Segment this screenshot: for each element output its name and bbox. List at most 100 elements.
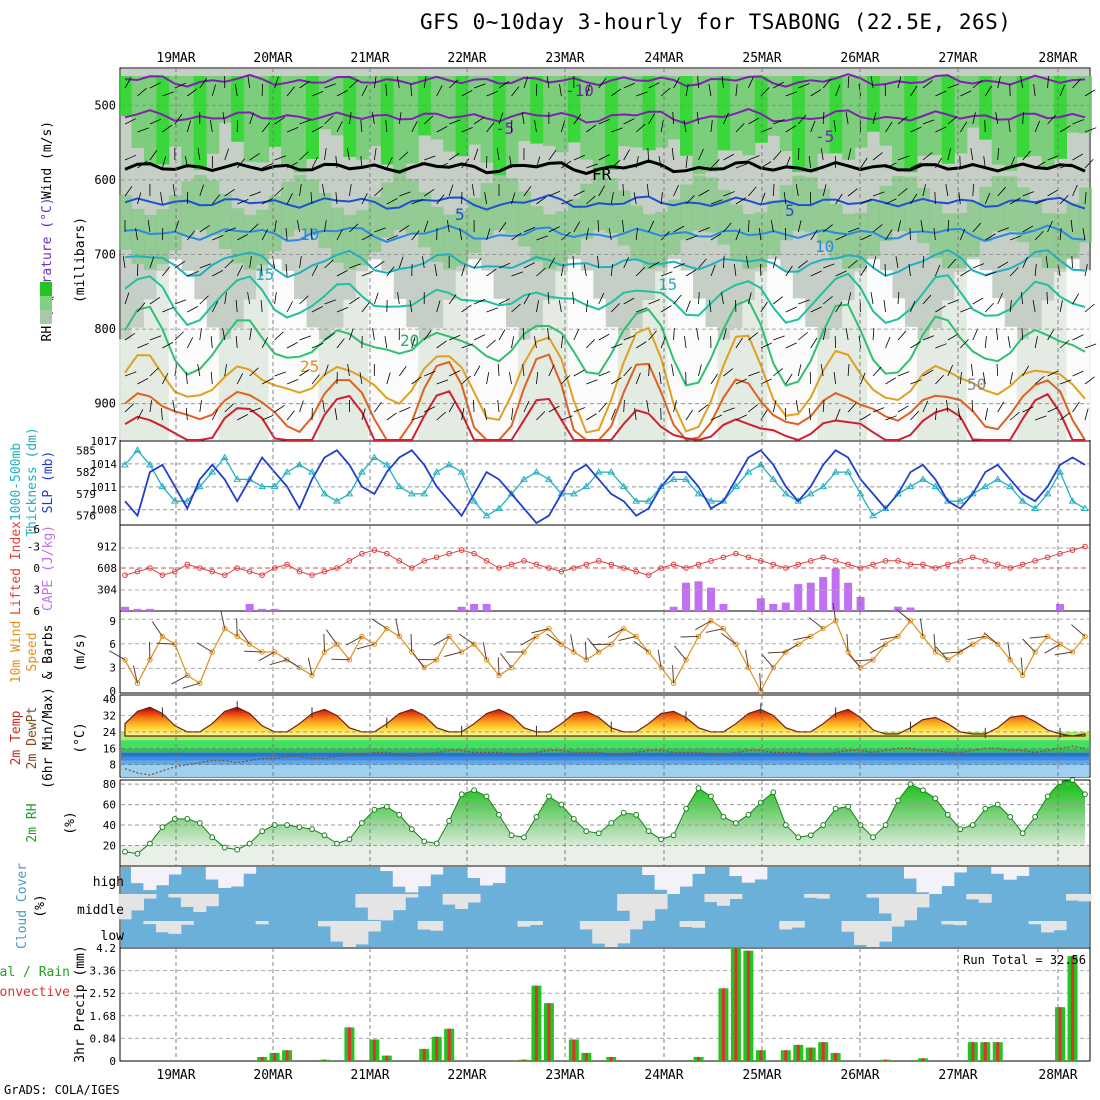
wind-barb [536, 300, 540, 313]
wind-barb [623, 399, 625, 413]
wind-barb [249, 407, 262, 413]
wind-barb [124, 403, 134, 413]
wind-barb [847, 364, 850, 377]
wind-barb [399, 406, 411, 413]
wind-barb [972, 328, 978, 341]
wind-barb [798, 299, 810, 305]
surface-wind-barb [942, 651, 961, 654]
rh-fill-moist [667, 76, 681, 140]
lifted-index-point [845, 561, 851, 568]
wind-barb [448, 152, 460, 161]
rh-fill-mid [742, 214, 756, 270]
wind-barb [511, 192, 516, 205]
surface-wind-barb [848, 653, 861, 668]
wind-barb [1034, 415, 1047, 421]
rh-point [782, 822, 789, 828]
rh-fill-moist [231, 76, 245, 142]
wind-barb [872, 152, 883, 161]
wind-barb [835, 301, 843, 313]
wind-barb [611, 343, 623, 349]
wind-barb [374, 402, 382, 413]
wind-barb [822, 296, 833, 305]
wind-speed-point [334, 641, 340, 647]
wind-barb [598, 154, 610, 161]
wind-barb [922, 294, 932, 305]
isotherm-contour [124, 108, 1086, 125]
wind-barb [461, 264, 466, 277]
lifted-index-point [284, 561, 290, 568]
lifted-index-point [633, 568, 639, 575]
wind-barb [586, 163, 598, 169]
rh-point [932, 795, 939, 802]
wind-barb [236, 373, 244, 385]
rh-fill-dry [393, 298, 407, 440]
wind-barb [810, 306, 822, 313]
wind-barb [708, 84, 712, 97]
wind-barb [760, 161, 772, 169]
rh-fill-mid [206, 180, 220, 236]
date-label-bottom: 19MAR [156, 1068, 195, 1083]
wind-barb [735, 197, 747, 205]
rh-fill-moist [368, 76, 382, 147]
wind-barb [1084, 264, 1088, 277]
wind-barb [285, 228, 288, 241]
wind-barb [436, 300, 441, 313]
wind-barb [461, 343, 474, 349]
wind-barb [585, 84, 591, 97]
cape-tick-label: 304 [97, 584, 117, 597]
wind-barb [984, 192, 991, 205]
wind-barb [274, 220, 277, 233]
cloud-clear-cell [953, 921, 967, 926]
rh-fill-dry [979, 270, 993, 440]
wind-barb [586, 413, 597, 421]
wind-barb [249, 191, 262, 197]
wind-barb [311, 265, 318, 277]
rh-point [857, 822, 864, 828]
vertical-day-gridlines [175, 68, 1059, 1061]
wind-barb [472, 400, 475, 413]
cloud-clear-cell [903, 867, 917, 879]
cloud-clear-cell [642, 867, 656, 876]
wind-barb [172, 400, 176, 413]
wind-barb [149, 118, 162, 125]
lifted-index-point [1082, 543, 1088, 550]
wind-barb [822, 400, 825, 413]
wind-barb [959, 372, 962, 385]
rh-fill-mid [605, 178, 619, 234]
rh-fill-dry [468, 259, 482, 440]
wind-barb [984, 336, 987, 349]
wind-barb [436, 340, 447, 349]
rh-fill-moist [306, 76, 320, 159]
cape-bar [719, 603, 728, 611]
surface-wind-barb [331, 658, 350, 661]
thickness-point [594, 468, 603, 475]
wind-barb [461, 127, 473, 133]
slp-layer [121, 446, 1089, 525]
wind-barb [411, 336, 416, 349]
rh-point [870, 834, 876, 841]
wind-barb [772, 183, 775, 197]
wind-barb [1022, 365, 1030, 377]
cloud-clear-cell [155, 921, 169, 933]
precip-convective-bar [1071, 956, 1075, 1061]
wind-barb [885, 415, 897, 421]
wind-barb [1047, 220, 1053, 233]
lifted-index-point [969, 554, 976, 561]
wind-ylabel-b: Speed [25, 632, 40, 671]
wind-barb [608, 228, 612, 241]
cloud-clear-cell [430, 867, 444, 875]
wind-barb [299, 400, 304, 413]
surface-wind-barb [721, 632, 737, 645]
rh-point [882, 822, 889, 828]
wind-barb [698, 148, 704, 161]
cloud-row [121, 894, 1089, 921]
precip-convective-bar [385, 1055, 389, 1061]
lifted-index-point [433, 554, 440, 561]
surface-wind-barb [1029, 635, 1048, 639]
wind-barb [260, 264, 263, 277]
wind-barb [511, 303, 521, 313]
wind-barb [996, 363, 999, 377]
lifted-index-point [1032, 558, 1038, 564]
cloud-level-labels: high middle low [77, 875, 124, 944]
cloud-clear-cell [1028, 921, 1042, 925]
